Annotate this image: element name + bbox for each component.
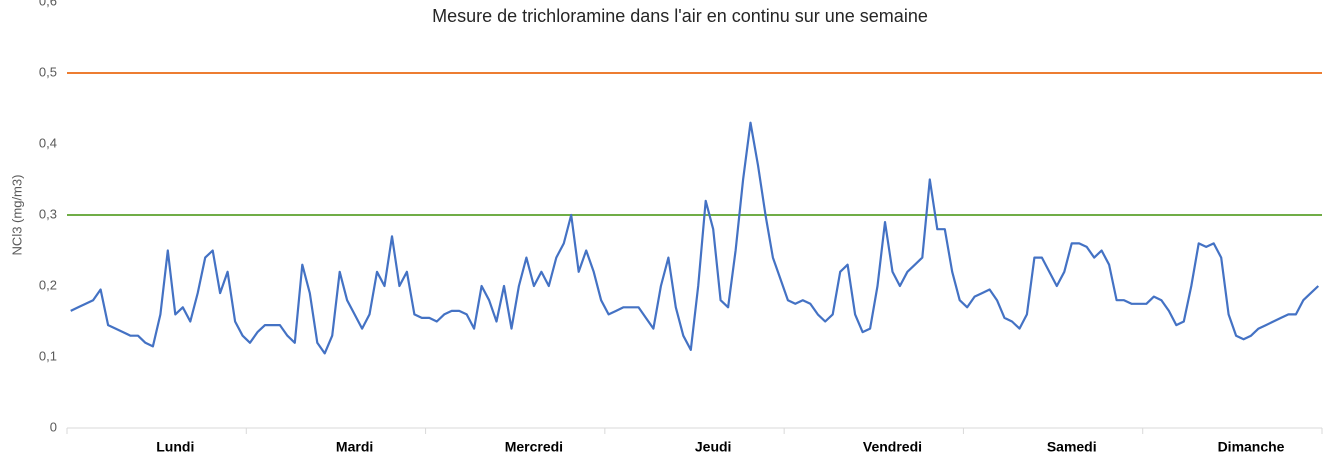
y-tick-label: 0,5 [39, 64, 57, 79]
chart-title: Mesure de trichloramine dans l'air en co… [432, 6, 928, 26]
y-tick-label: 0 [50, 419, 57, 434]
x-tick-label: Lundi [156, 439, 194, 455]
y-axis-label: NCl3 (mg/m3) [9, 175, 24, 256]
data-line [70, 121, 1320, 355]
x-tick-label: Mardi [336, 439, 373, 455]
x-tick-label: Mercredi [505, 439, 563, 455]
x-tick-label: Vendredi [863, 439, 922, 455]
x-tick-label: Jeudi [695, 439, 732, 455]
y-tick-label: 0,1 [39, 348, 57, 363]
x-tick-label: Samedi [1047, 439, 1097, 455]
y-tick-label: 0,3 [39, 206, 57, 221]
y-tick-label: 0,4 [39, 135, 57, 150]
y-tick-label: 0,6 [39, 0, 57, 8]
x-tick-label: Dimanche [1218, 439, 1285, 455]
y-tick-label: 0,2 [39, 277, 57, 292]
